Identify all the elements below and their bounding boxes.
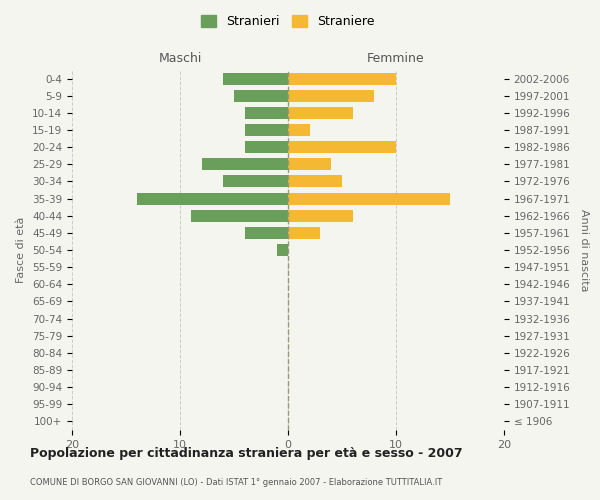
Text: Maschi: Maschi bbox=[158, 52, 202, 65]
Bar bbox=[202, 158, 288, 170]
Bar bbox=[234, 90, 288, 102]
Bar bbox=[288, 90, 374, 102]
Bar bbox=[223, 176, 288, 188]
Y-axis label: Fasce di età: Fasce di età bbox=[16, 217, 26, 283]
Text: COMUNE DI BORGO SAN GIOVANNI (LO) - Dati ISTAT 1° gennaio 2007 - Elaborazione TU: COMUNE DI BORGO SAN GIOVANNI (LO) - Dati… bbox=[30, 478, 442, 487]
Bar bbox=[245, 107, 288, 119]
Legend: Stranieri, Straniere: Stranieri, Straniere bbox=[197, 12, 379, 32]
Bar bbox=[277, 244, 288, 256]
Bar bbox=[137, 192, 288, 204]
Bar bbox=[288, 107, 353, 119]
Text: Popolazione per cittadinanza straniera per età e sesso - 2007: Popolazione per cittadinanza straniera p… bbox=[30, 448, 463, 460]
Text: Femmine: Femmine bbox=[367, 52, 425, 65]
Bar bbox=[288, 72, 396, 85]
Bar bbox=[245, 227, 288, 239]
Bar bbox=[191, 210, 288, 222]
Bar bbox=[288, 158, 331, 170]
Bar bbox=[223, 72, 288, 85]
Bar bbox=[288, 210, 353, 222]
Bar bbox=[288, 227, 320, 239]
Y-axis label: Anni di nascita: Anni di nascita bbox=[579, 209, 589, 291]
Bar bbox=[288, 124, 310, 136]
Bar bbox=[288, 176, 342, 188]
Bar bbox=[245, 141, 288, 153]
Bar bbox=[288, 192, 450, 204]
Bar bbox=[245, 124, 288, 136]
Bar bbox=[288, 141, 396, 153]
